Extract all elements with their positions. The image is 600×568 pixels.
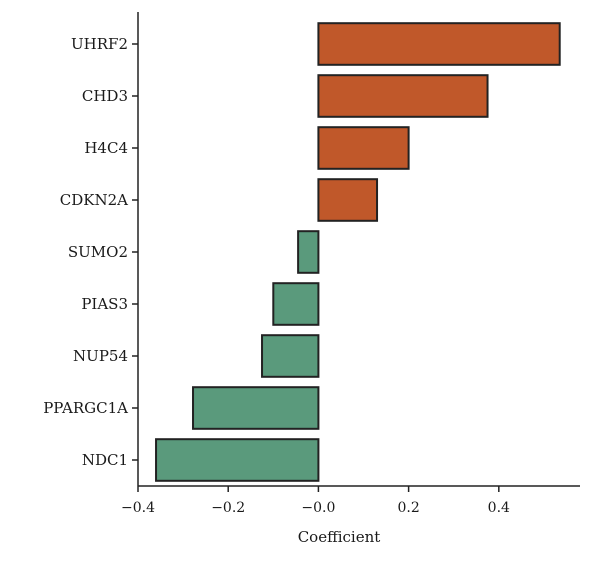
axis-layer: UHRF2 CHD3 H4C4 CDKN2A SUMO2 PIAS3 NUP54 PPARGC… [43,12,580,516]
category-label-nup54: NUP54 [73,347,128,365]
bars-layer [155,22,561,482]
bar-uhrf2 [317,22,561,66]
x-tick-label-4: 0.4 [488,500,510,516]
x-axis-title: Coefficient [298,528,381,546]
category-label-chd3: CHD3 [82,87,128,105]
x-tick-label-2: −0.0 [301,500,335,516]
bar-sumo2 [297,230,320,274]
bar-pias3 [272,282,320,326]
bar-h4c4 [317,126,410,170]
category-label-cdkn2a: CDKN2A [60,191,128,209]
category-label-uhrf2: UHRF2 [71,35,128,53]
category-label-pias3: PIAS3 [81,295,128,313]
category-label-h4c4: H4C4 [84,139,128,157]
bar-chd3 [317,74,489,118]
bar-nup54 [261,334,320,378]
bar-ndc1 [155,438,320,482]
category-label-ndc1: NDC1 [82,451,128,469]
x-tick-label-3: 0.2 [397,500,419,516]
bar-ppargc1a [192,386,320,430]
category-label-ppargc1a: PPARGC1A [43,399,128,417]
category-label-sumo2: SUMO2 [68,243,128,261]
bar-cdkn2a [317,178,379,222]
x-tick-label-0: −0.4 [121,500,155,516]
x-tick-label-1: −0.2 [211,500,245,516]
